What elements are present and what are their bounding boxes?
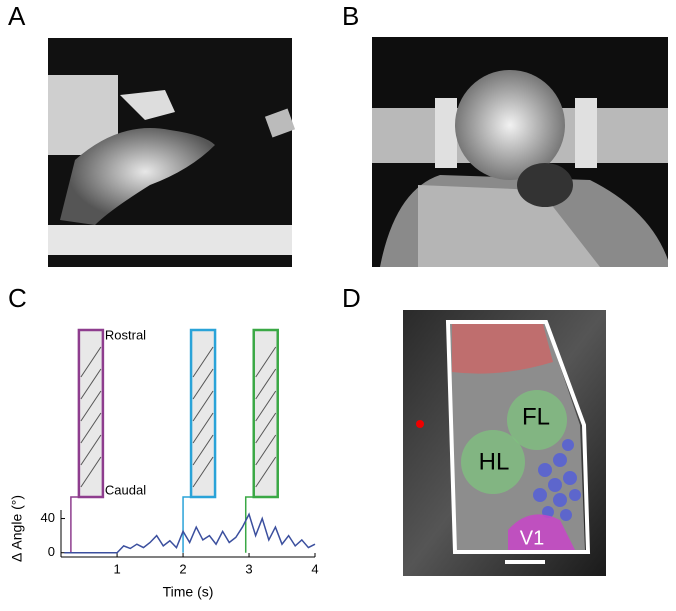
whisker-streak xyxy=(255,390,277,422)
panel-letter: C xyxy=(8,283,27,313)
annotation: Rostral xyxy=(105,327,146,342)
whisker-streak xyxy=(80,346,102,378)
stimulus-marker xyxy=(244,496,266,553)
whisker-inset xyxy=(77,328,105,499)
whisker-streak xyxy=(80,434,102,466)
stimulus-marker xyxy=(182,496,204,553)
panel-letter: D xyxy=(342,283,361,313)
whisker-streak xyxy=(80,368,102,400)
photo-d: FL HL V1 xyxy=(403,310,606,576)
photo-a xyxy=(48,38,296,267)
y-tick-label: 0 xyxy=(48,544,55,559)
whisker-streak xyxy=(192,368,214,400)
x-tick-label: 3 xyxy=(245,561,252,576)
panel-letter: A xyxy=(8,1,26,31)
region-label: FL xyxy=(522,403,550,430)
whisker-streak xyxy=(80,390,102,422)
x-tick-label: 1 xyxy=(113,561,120,576)
photo-b xyxy=(372,37,668,267)
x-tick-label: 4 xyxy=(311,561,318,576)
whisker-streak xyxy=(255,434,277,466)
x-axis-label: Time (s) xyxy=(163,584,214,600)
trace-line xyxy=(64,512,316,554)
y-tick-label: 40 xyxy=(41,510,55,525)
region-label: HL xyxy=(479,448,510,475)
x-tick-label: 2 xyxy=(179,561,186,576)
whisker-streak xyxy=(192,456,214,488)
whisker-streak xyxy=(255,456,277,488)
whisker-streak xyxy=(255,412,277,444)
whisker-streak xyxy=(255,346,277,378)
whisker-streak xyxy=(80,456,102,488)
y-axis-label: Δ Angle (°) xyxy=(9,495,25,562)
panel-letter: B xyxy=(342,1,359,31)
whisker-streak xyxy=(80,412,102,444)
stimulus-marker xyxy=(70,496,91,553)
whisker-streak xyxy=(192,434,214,466)
whisker-inset xyxy=(252,328,279,499)
whisker-streak xyxy=(192,390,214,422)
whisker-streak xyxy=(255,368,277,400)
annotation: Caudal xyxy=(105,482,146,497)
whisker-streak xyxy=(192,346,214,378)
region-label: V1 xyxy=(520,527,544,549)
whisker-streak xyxy=(192,412,214,444)
whisker-inset xyxy=(189,328,217,499)
